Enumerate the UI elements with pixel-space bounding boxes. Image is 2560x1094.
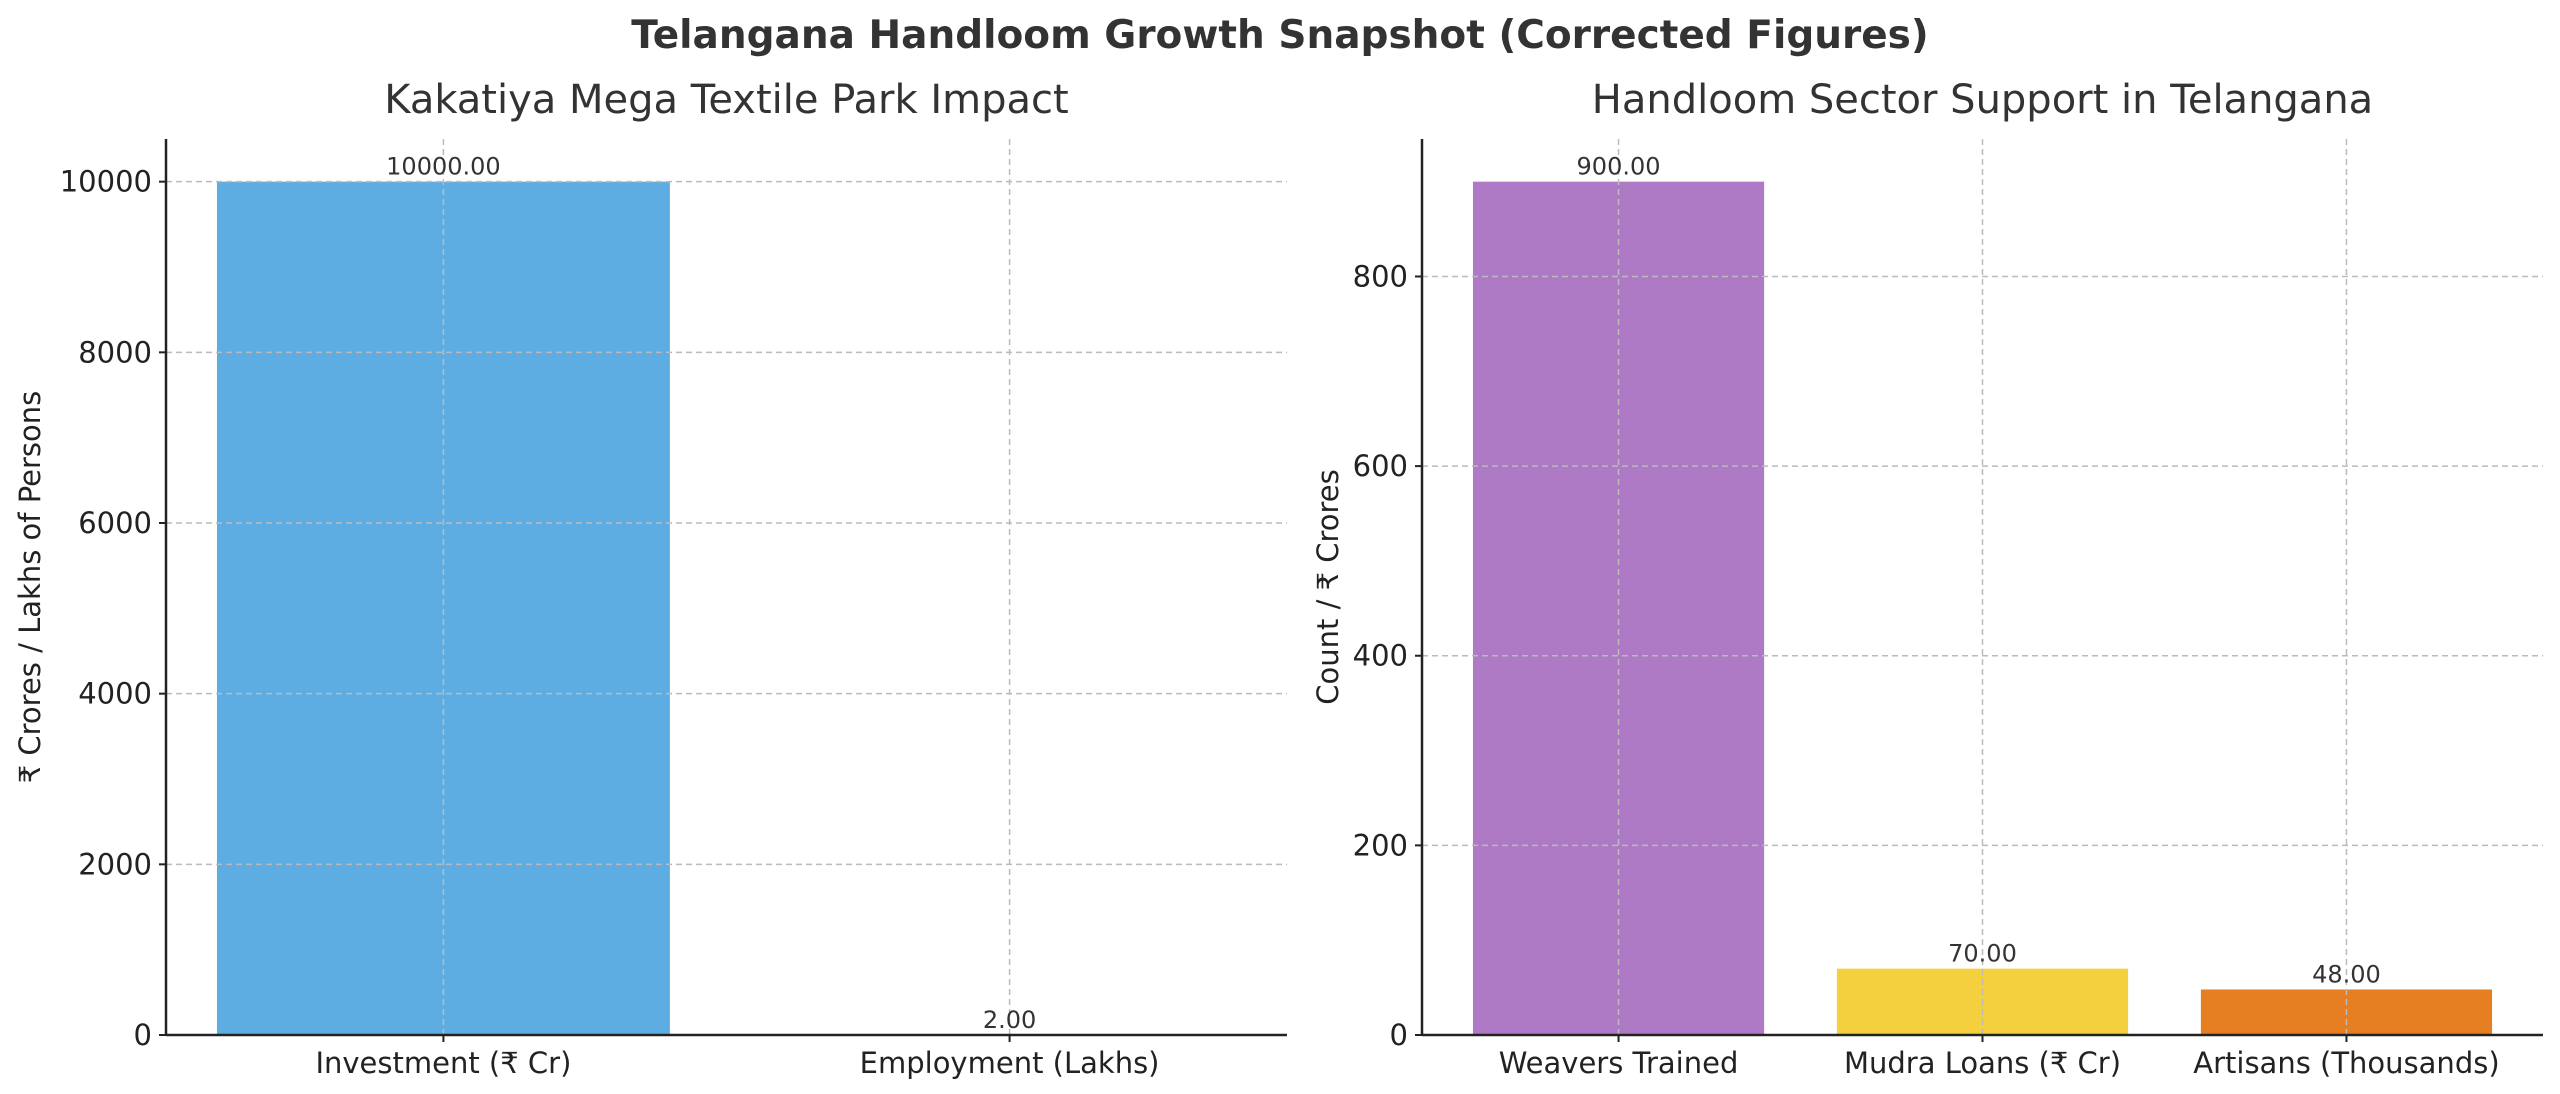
bar-value-label: 70.00 (1948, 940, 2017, 968)
y-tick-label: 2000 (78, 847, 152, 881)
y-tick-label: 4000 (78, 677, 152, 711)
x-tick-label: Weavers Trained (1499, 1046, 1739, 1080)
y-tick-label: 800 (1353, 259, 1408, 293)
y-tick-label: 400 (1353, 639, 1408, 673)
y-tick-label: 8000 (78, 335, 152, 369)
x-tick-label: Artisans (Thousands) (2193, 1046, 2499, 1080)
bar-value-label: 10000.00 (386, 153, 501, 181)
y-tick-label: 0 (134, 1018, 152, 1052)
y-axis-label: Count / ₹ Crores (1311, 469, 1345, 705)
x-tick-label: Investment (₹ Cr) (315, 1046, 571, 1080)
y-tick-label: 0 (1390, 1018, 1408, 1052)
y-tick-label: 6000 (78, 506, 152, 540)
x-tick-label: Mudra Loans (₹ Cr) (1844, 1046, 2121, 1080)
y-tick-label: 600 (1353, 449, 1408, 483)
bar-value-label: 2.00 (983, 1006, 1036, 1034)
x-tick-label: Employment (Lakhs) (860, 1046, 1160, 1080)
subplot-title: Handloom Sector Support in Telangana (1592, 77, 2373, 123)
y-tick-label: 10000 (60, 165, 152, 199)
y-axis-label: ₹ Crores / Lakhs of Persons (13, 391, 47, 784)
y-tick-label: 200 (1353, 828, 1408, 862)
bar-value-label: 900.00 (1577, 153, 1661, 181)
subplot-title: Kakatiya Mega Textile Park Impact (384, 77, 1068, 123)
bar-value-label: 48.00 (2312, 960, 2381, 988)
left-chart: Kakatiya Mega Textile Park Impact 10000.0… (13, 77, 1287, 1080)
figure-title: Telangana Handloom Growth Snapshot (Corr… (631, 13, 1928, 58)
right-chart: Handloom Sector Support in Telangana 900.… (1311, 77, 2543, 1080)
